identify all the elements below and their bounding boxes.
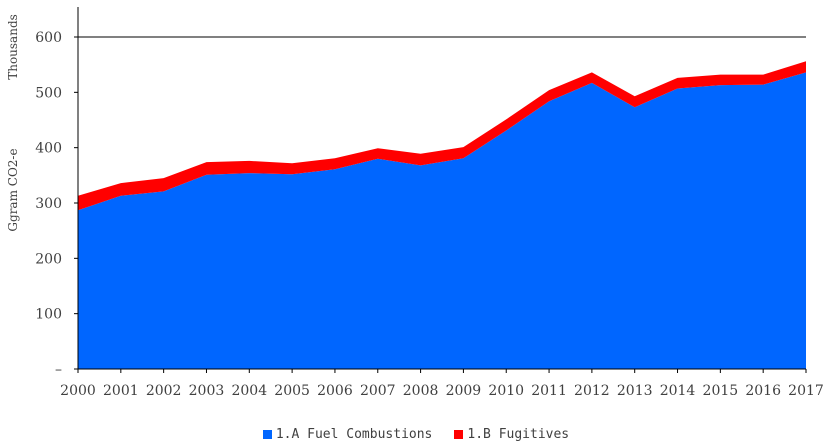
y-tick-label: 200	[35, 251, 62, 267]
y-tick-label: 500	[35, 85, 62, 101]
y-unit-label: Thousands	[6, 14, 20, 80]
x-tick-label: 2004	[231, 383, 267, 399]
x-tick-label: 2015	[703, 383, 739, 399]
x-tick-label: 2009	[446, 383, 482, 399]
y-tick-label: –	[55, 362, 62, 378]
legend-item-fuel: 1.A Fuel Combustions	[262, 426, 433, 442]
area-series-fugitives	[78, 61, 806, 211]
y-axis-title: Ggram CO2-e	[6, 148, 20, 231]
legend: 1.A Fuel Combustions 1.B Fugitives	[0, 424, 832, 444]
x-tick-label: 2014	[660, 383, 696, 399]
x-tick-label: 2016	[745, 383, 781, 399]
axes: – 100 200 300 400 500 600 2000 2001 2002 2003 2004 2…	[35, 7, 824, 399]
x-tick-label: 2003	[189, 383, 225, 399]
plot-area	[78, 61, 806, 370]
legend-swatch-fuel	[262, 429, 272, 439]
x-tick-label: 2017	[788, 383, 824, 399]
x-tick-label: 2012	[574, 383, 610, 399]
y-tick-label: 600	[35, 30, 62, 46]
area-series-fuel-combustions	[78, 72, 806, 370]
y-tick-label: 100	[35, 307, 62, 323]
x-tick-label: 2013	[617, 383, 653, 399]
legend-item-fugitives: 1.B Fugitives	[454, 427, 569, 442]
x-tick-label: 2005	[274, 383, 310, 399]
y-tick-label: 300	[35, 196, 62, 212]
x-tick-label: 2000	[60, 383, 96, 399]
x-tick-label: 2002	[146, 383, 182, 399]
legend-label-fugitives: 1.B Fugitives	[467, 426, 570, 442]
x-tick-label: 2007	[360, 383, 396, 399]
legend-label-fuel: 1.A Fuel Combustions	[275, 426, 433, 442]
x-tick-label: 2001	[103, 383, 139, 399]
x-tick-label: 2006	[317, 383, 353, 399]
x-tick-label: 2010	[488, 383, 524, 399]
x-tick-label: 2011	[531, 383, 567, 399]
y-tick-label: 400	[35, 141, 62, 157]
x-tick-label: 2008	[403, 383, 439, 399]
legend-swatch-fugitives	[454, 429, 464, 439]
